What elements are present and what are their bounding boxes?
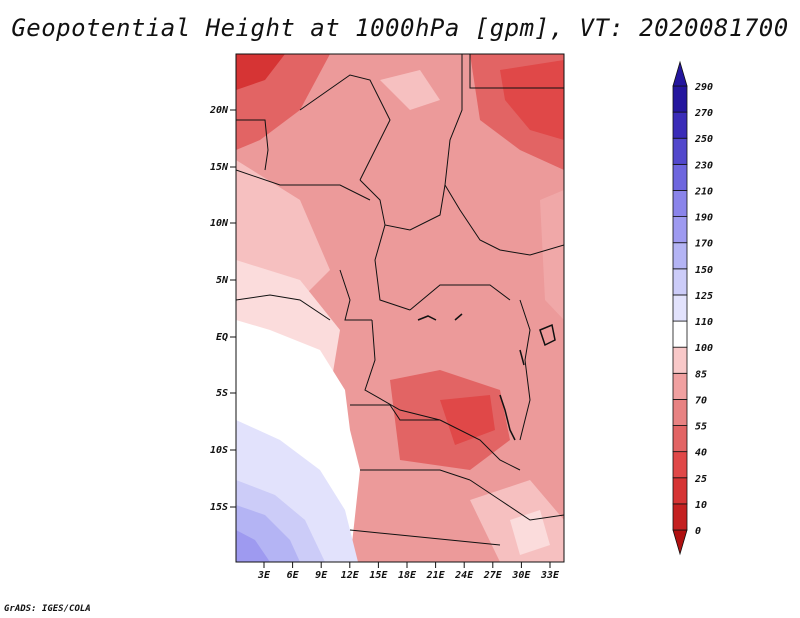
colorbar-segment xyxy=(672,320,688,348)
colorbar-segment xyxy=(672,137,688,165)
colorbar-segment xyxy=(672,451,688,479)
lat-label: 5S xyxy=(216,388,228,399)
colorbar-label: 0 xyxy=(695,526,701,537)
colorbar-segment xyxy=(672,346,688,374)
lon-label: 15E xyxy=(369,570,388,581)
map-title: Geopotential Height at 1000hPa [gpm], VT… xyxy=(11,14,789,42)
credit-text: GrADS: IGES/COLA xyxy=(4,604,91,614)
lon-label: 12E xyxy=(341,570,360,581)
map-frame xyxy=(235,53,565,563)
colorbar-segment xyxy=(672,372,688,400)
colorbar-label: 170 xyxy=(695,239,713,250)
colorbar-label: 110 xyxy=(695,317,713,328)
lat-label: 5N xyxy=(216,275,229,286)
lon-label: 18E xyxy=(398,570,417,581)
colorbar-segment xyxy=(672,163,688,191)
colorbar-segment xyxy=(672,294,688,322)
latitude-axis: 20N 15N 10N 5N EQ 5S 10S 15S xyxy=(209,105,236,513)
lat-label: 15N xyxy=(210,162,229,173)
lon-label: 21E xyxy=(426,570,446,581)
lat-label: 10S xyxy=(210,445,228,456)
lon-label: 30E xyxy=(511,570,531,581)
colorbar-label: 150 xyxy=(695,265,713,276)
colorbar-segment xyxy=(672,399,688,426)
colorbar-label: 125 xyxy=(695,291,713,302)
colorbar-label: 250 xyxy=(694,134,713,145)
lon-label: 6E xyxy=(287,570,300,581)
lon-label: 24E xyxy=(454,570,474,581)
colorbar-label: 100 xyxy=(695,343,713,354)
colorbar-label: 290 xyxy=(694,82,713,93)
colorbar-label: 70 xyxy=(695,395,707,406)
lon-label: 9E xyxy=(315,570,328,581)
lon-label: 27E xyxy=(483,570,503,581)
colorbar-label: 25 xyxy=(694,474,707,485)
lat-label: 20N xyxy=(209,105,229,116)
lat-label: 10N xyxy=(210,218,229,229)
colorbar-label: 10 xyxy=(695,500,707,511)
lon-label: 3E xyxy=(257,570,271,581)
lat-label: EQ xyxy=(216,332,228,343)
colorbar-label: 190 xyxy=(695,213,713,224)
colorbar-label: 55 xyxy=(695,422,707,433)
lon-label: 33E xyxy=(540,570,560,581)
colorbar-arrow-high xyxy=(672,60,688,87)
colorbar-segment xyxy=(672,216,688,244)
colorbar-segment xyxy=(672,503,688,531)
colorbar-segment xyxy=(672,477,688,505)
colorbar-segment xyxy=(672,268,688,296)
colorbar-label: 40 xyxy=(695,448,707,459)
colorbar-label: 270 xyxy=(694,108,713,119)
colorbar-segment xyxy=(672,111,688,139)
colorbar-arrow-low xyxy=(672,529,688,556)
colorbar-segment xyxy=(672,85,688,113)
lat-label: 15S xyxy=(210,502,228,513)
colorbar-label: 210 xyxy=(694,186,713,197)
colorbar-segment xyxy=(672,425,688,453)
country-borders xyxy=(236,54,564,546)
colorbar-label: 85 xyxy=(695,369,707,380)
colorbar-label: 230 xyxy=(694,160,713,171)
colorbar-segment xyxy=(672,242,688,270)
contour-field xyxy=(236,54,564,562)
lakes xyxy=(417,313,556,441)
colorbar-segment xyxy=(672,190,688,217)
colorbar: 0 10 25 40 55 70 85 100 110 125 150 170 190 210 230 250… xyxy=(672,60,713,556)
longitude-axis: 3E 6E 9E 12E 15E 18E 21E 24E 27E 30E 33E xyxy=(257,562,560,581)
